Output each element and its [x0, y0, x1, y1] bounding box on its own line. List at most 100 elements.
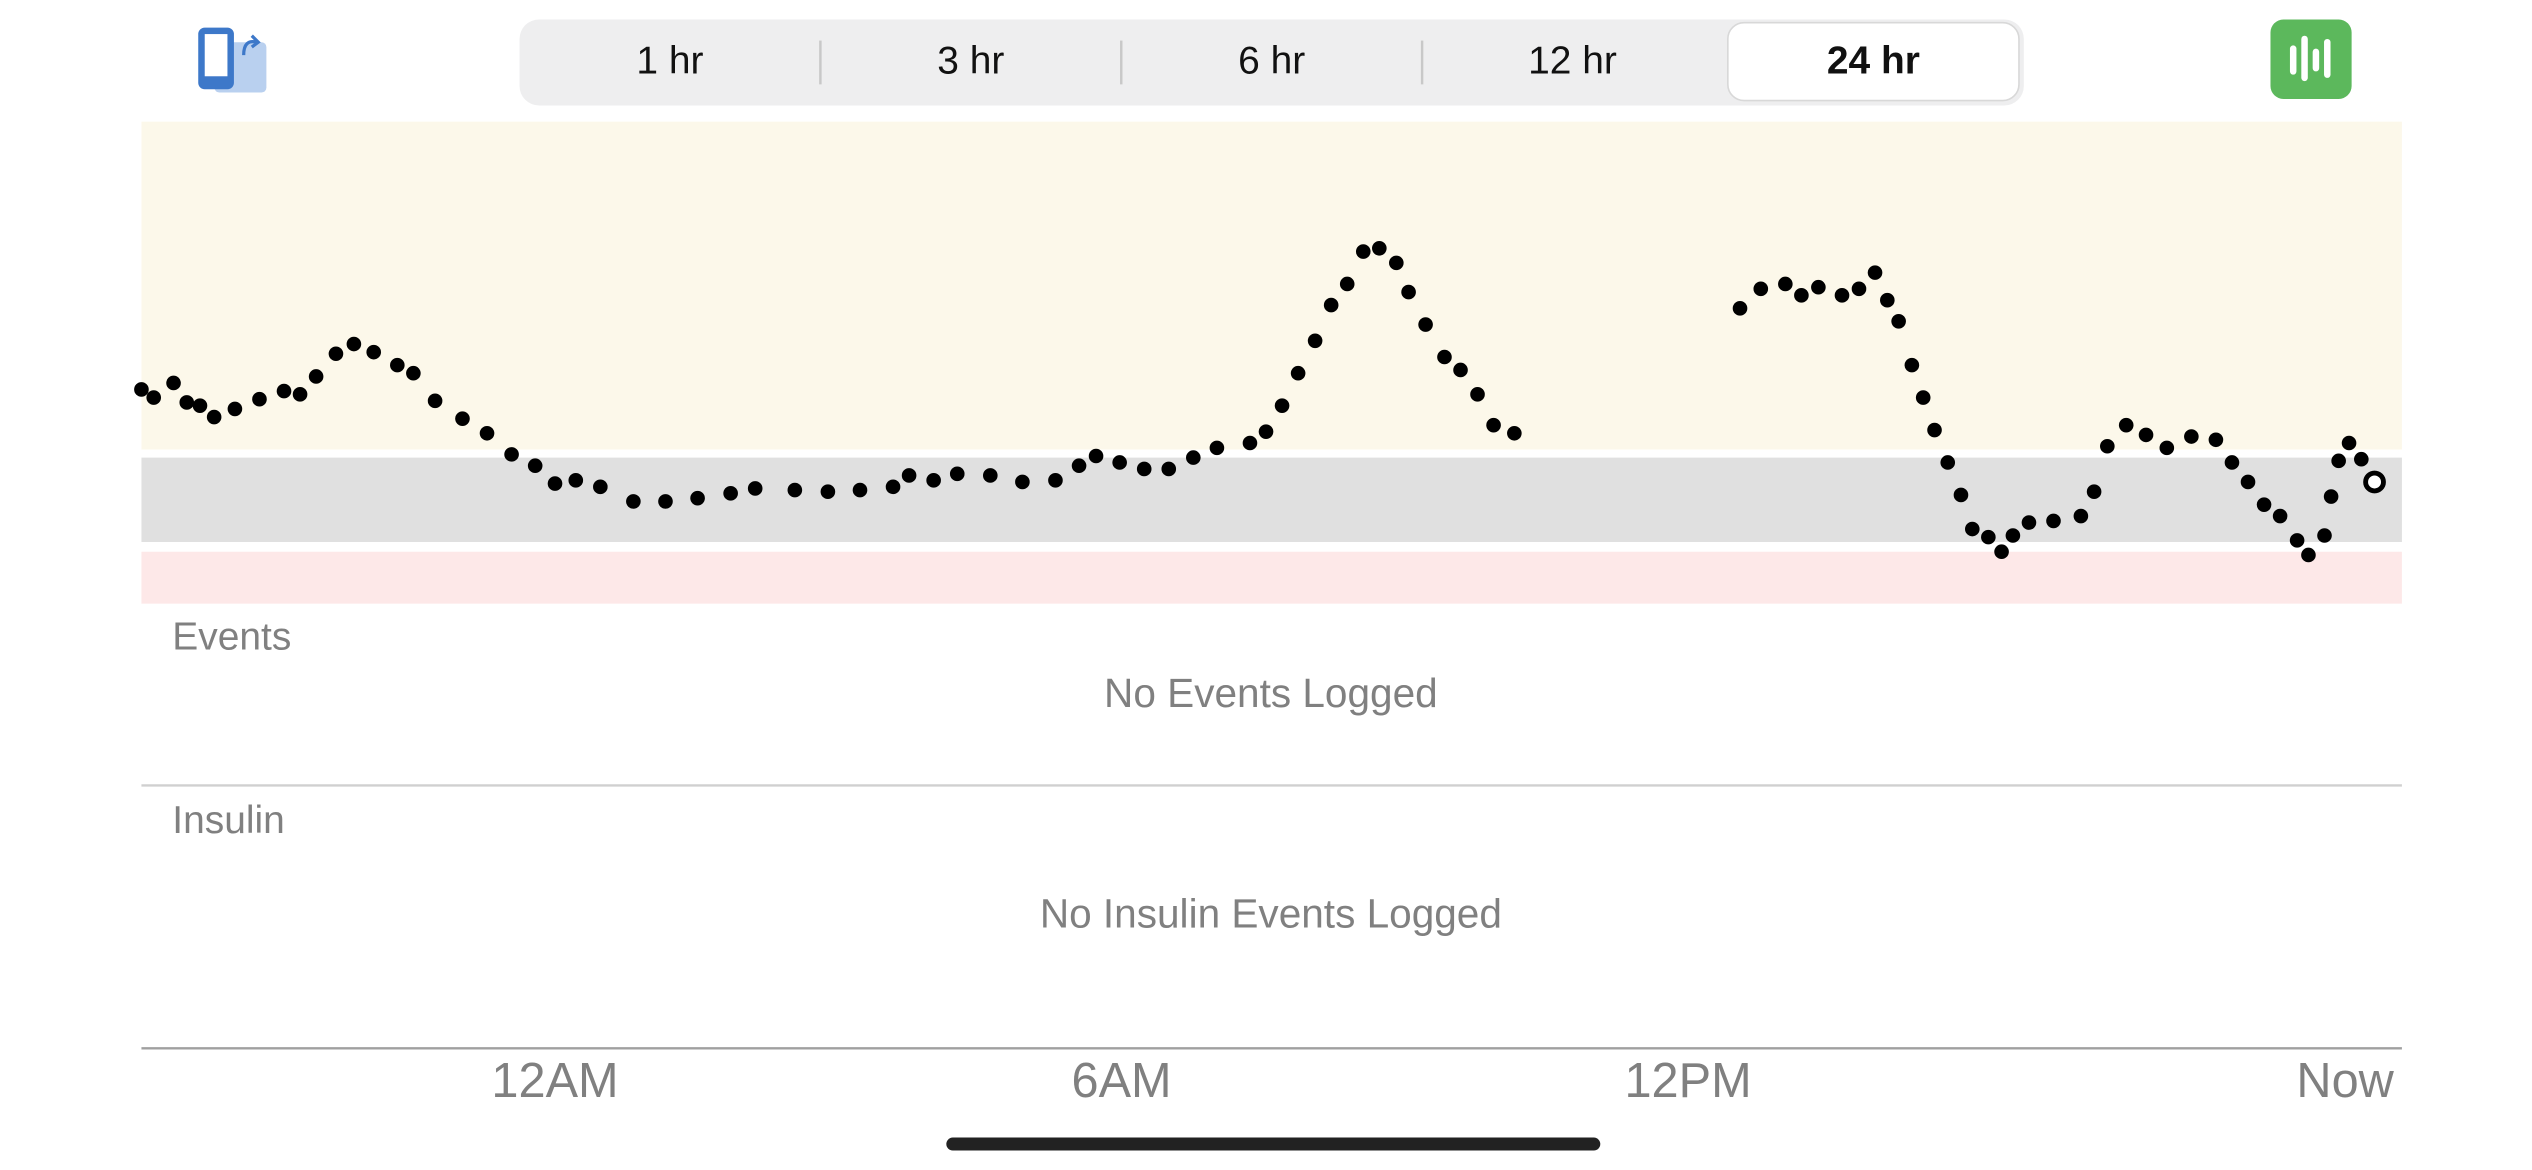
reading-dot	[747, 481, 763, 496]
reading-dot	[690, 490, 705, 506]
home-indicator	[946, 1137, 1601, 1151]
reading-dot	[1136, 461, 1152, 477]
reading-dot	[2317, 528, 2332, 543]
reading-dot	[252, 391, 267, 407]
x-tick-label: 12PM	[1625, 1054, 1752, 1108]
reading-dot	[2354, 451, 2369, 467]
tab-label[interactable]: 6 hr	[1238, 40, 1305, 83]
reading-dot	[926, 473, 941, 488]
glucose-chart	[134, 121, 2402, 604]
reading-dot	[2272, 508, 2288, 524]
insulin-empty: No Insulin Events Logged	[1040, 891, 1502, 937]
reading-dot	[2224, 455, 2240, 470]
reading-dot	[1290, 365, 1306, 381]
reading-dot	[2331, 453, 2346, 469]
reading-dot	[2159, 440, 2175, 456]
reading-dot	[1418, 317, 1433, 332]
reading-dot	[2256, 497, 2272, 512]
reading-dot	[2021, 515, 2037, 530]
reading-dot	[1372, 240, 1387, 256]
reading-dot	[406, 365, 421, 381]
events-empty: No Events Logged	[1104, 670, 1438, 716]
reading-dot	[1088, 448, 1104, 464]
reading-dot	[1891, 314, 1906, 329]
reading-dot	[2184, 429, 2199, 444]
reading-dot	[1242, 435, 1258, 451]
reading-dot	[134, 382, 149, 397]
reading-dot	[1437, 349, 1452, 365]
reading-dot	[1880, 292, 1895, 308]
reading-dot	[206, 409, 222, 425]
tab-label[interactable]: 24 hr	[1827, 40, 1920, 83]
reading-dot	[1981, 529, 1996, 545]
reading-dot	[1867, 265, 1883, 280]
reading-dot	[179, 395, 195, 410]
tab-label[interactable]: 1 hr	[636, 40, 703, 83]
reading-dot	[1453, 362, 1468, 378]
reading-dot	[308, 369, 324, 384]
reading-dot	[1186, 450, 1201, 465]
reading-dot	[1904, 357, 1920, 373]
reading-dot	[1071, 458, 1087, 474]
reading-dot	[1811, 279, 1826, 295]
reading-dot	[1851, 281, 1867, 297]
reading-dot	[479, 425, 495, 441]
reading-dot	[787, 482, 803, 498]
reading-dot	[276, 383, 292, 399]
range-band	[141, 121, 2402, 450]
reading-dot	[2118, 417, 2134, 433]
insulin-title: Insulin	[172, 799, 285, 842]
reading-dot	[1940, 455, 1956, 470]
reading-dot	[346, 336, 362, 352]
reading-dot	[227, 401, 243, 417]
tab-bar	[519, 19, 2024, 106]
reading-dot	[1507, 425, 1522, 441]
reading-dot	[1401, 284, 1416, 300]
tab-label[interactable]: 3 hr	[937, 40, 1004, 83]
stats-button[interactable]	[2270, 19, 2352, 99]
x-tick-label: 6AM	[1072, 1054, 1172, 1108]
reading-dot	[1470, 387, 1485, 402]
reading-dot	[1994, 544, 2009, 560]
tab-label[interactable]: 12 hr	[1528, 40, 1617, 83]
reading-dot	[2138, 427, 2154, 443]
reading-dot	[2323, 489, 2339, 504]
reading-dot	[2100, 438, 2115, 454]
reading-dot	[1355, 244, 1371, 259]
reading-dot	[1274, 398, 1290, 413]
reading-dot	[820, 484, 836, 499]
reading-dot	[1015, 474, 1030, 490]
reading-dot	[328, 346, 344, 362]
stats-bg	[2270, 19, 2352, 99]
reading-dot	[1307, 333, 1323, 349]
reading-dot	[2046, 513, 2061, 529]
reading-dot	[2208, 432, 2224, 448]
reading-dot	[1953, 487, 1969, 503]
reading-dot	[527, 458, 543, 474]
icon-screen	[204, 34, 228, 77]
x-tick-label: Now	[2296, 1054, 2394, 1108]
reading-dot	[1778, 276, 1793, 292]
icon-arrow	[242, 34, 261, 56]
reading-dot	[2301, 547, 2316, 563]
reading-dot	[2289, 533, 2305, 548]
reading-dot	[1794, 288, 1809, 303]
current-reading	[2363, 470, 2386, 494]
reading-dot	[2073, 508, 2089, 524]
range-band	[141, 457, 2402, 542]
reading-dot	[1112, 455, 1127, 470]
reading-dot	[146, 390, 162, 405]
reading-dot	[568, 473, 584, 488]
reading-dot	[885, 479, 901, 495]
reading-dot	[292, 387, 308, 402]
rotate-button[interactable]	[198, 27, 267, 93]
reading-dot	[593, 479, 608, 495]
reading-dot	[626, 494, 641, 509]
reading-dot	[949, 466, 965, 482]
x-tick-label: 12AM	[491, 1054, 618, 1108]
reading-dot	[1048, 473, 1063, 488]
reading-dot	[2240, 474, 2256, 490]
reading-dot	[1964, 521, 1980, 537]
